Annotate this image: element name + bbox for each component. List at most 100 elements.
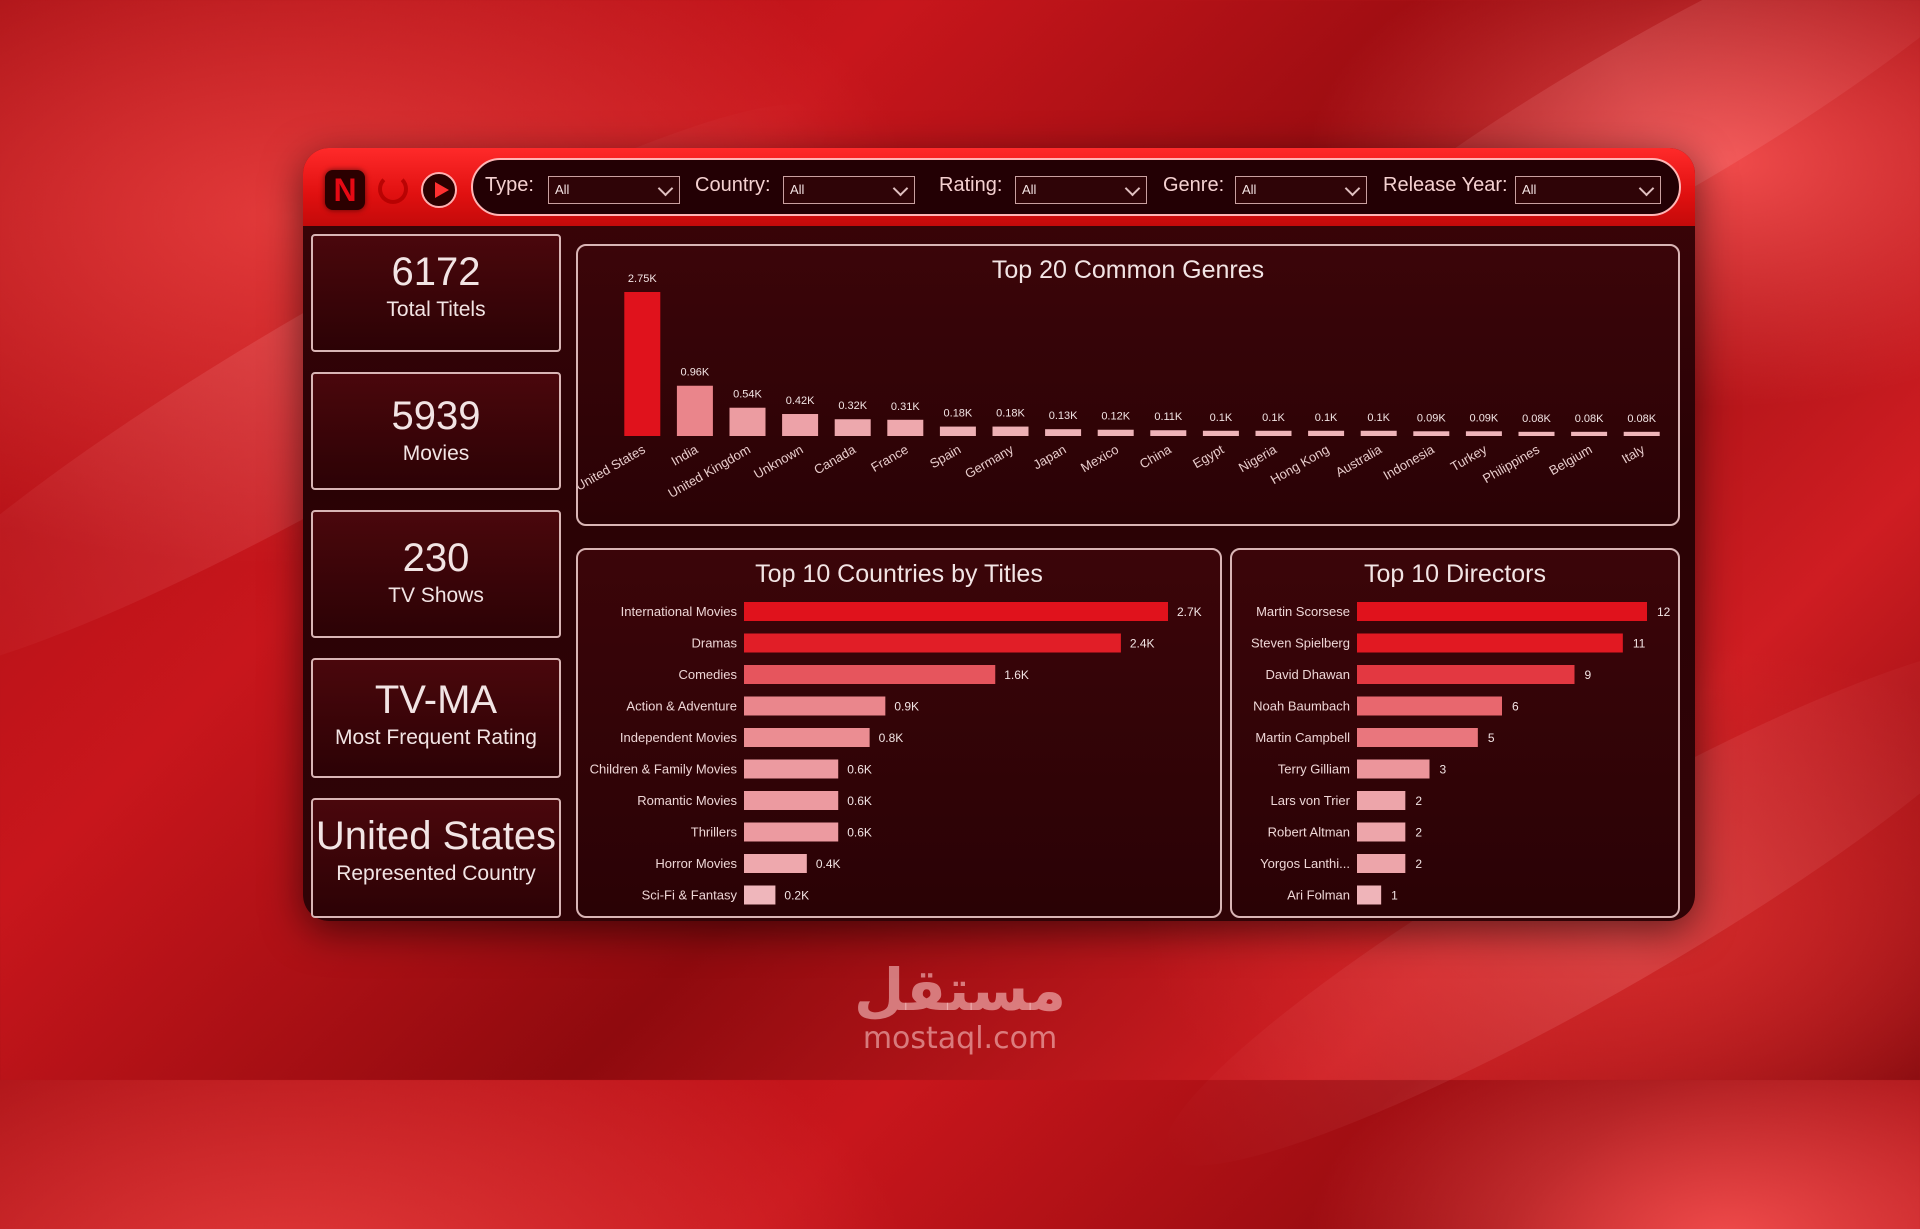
hbar-data-label: 0.8K <box>879 731 904 745</box>
genre-bar <box>992 426 1029 436</box>
genre-data-label: 0.1K <box>1210 412 1233 424</box>
filter-rating-value: All <box>1022 182 1037 197</box>
hbar-data-label: 12 <box>1657 605 1671 619</box>
genre-bar <box>1255 430 1292 436</box>
dashboard: N Type: All Country: All Rating: All Gen… <box>303 148 1695 921</box>
chevron-down-icon <box>1638 180 1655 197</box>
genre-data-label: 0.18K <box>996 408 1025 420</box>
genre-bar <box>1571 431 1608 436</box>
hbar <box>744 822 839 842</box>
genre-bar <box>1360 430 1397 436</box>
kpi-card-tv-shows: 230 TV Shows <box>311 510 561 638</box>
refresh-icon[interactable] <box>378 174 408 204</box>
chart-title: Top 10 Directors <box>1363 560 1547 588</box>
filter-type-select[interactable]: All <box>548 176 680 204</box>
filter-country-value: All <box>790 182 805 197</box>
filter-release-year-select[interactable]: All <box>1515 176 1661 204</box>
hbar <box>744 885 776 905</box>
hbar <box>1357 759 1430 779</box>
kpi-value: United States <box>315 814 557 858</box>
genre-data-label: 0.08K <box>1627 413 1656 425</box>
filter-genre-select[interactable]: All <box>1235 176 1367 204</box>
hbar-data-label: 3 <box>1440 763 1447 777</box>
hbar-data-label: 5 <box>1488 731 1495 745</box>
hbar-data-label: 0.4K <box>816 857 841 871</box>
hbar-data-label: 0.9K <box>894 700 919 714</box>
hbar-category-label: Lars von Trier <box>1271 793 1351 808</box>
genre-tick-label: Hong Kong <box>1268 442 1332 488</box>
genre-tick-label: United States <box>578 441 648 493</box>
genre-data-label: 0.1K <box>1367 412 1390 424</box>
chevron-down-icon <box>892 180 909 197</box>
hbar-data-label: 2.4K <box>1130 637 1155 651</box>
genre-tick-label: Canada <box>811 441 859 477</box>
countries-bar-chart: International Movies 2.7K Dramas 2.4K Comedi… <box>590 602 1202 905</box>
genre-data-label: 0.96K <box>681 367 710 379</box>
hbar <box>744 696 886 716</box>
hbar <box>744 728 870 747</box>
kpi-label: Movies <box>402 442 470 465</box>
hbar-category-label: International Movies <box>621 604 738 619</box>
genre-tick-label: Unknown <box>751 442 805 482</box>
genre-tick-label: Australia <box>1333 441 1385 480</box>
hbar <box>1357 885 1382 905</box>
hbar <box>1357 822 1406 842</box>
netflix-logo: N <box>325 170 365 210</box>
play-icon[interactable] <box>421 172 457 208</box>
genre-data-label: 0.1K <box>1315 412 1338 424</box>
genres-chart-panel: Top 20 Common Genres 2.75K United States 0… <box>576 244 1680 526</box>
genre-bar <box>1465 431 1502 436</box>
genre-bar <box>1045 429 1082 436</box>
genre-bar <box>1518 431 1555 436</box>
genre-data-label: 0.08K <box>1522 413 1551 425</box>
hbar-data-label: 11 <box>1633 637 1646 651</box>
hbar-category-label: Independent Movies <box>620 730 738 745</box>
hbar <box>1357 633 1623 653</box>
genre-tick-label: Spain <box>927 442 963 472</box>
hbar-category-label: Horror Movies <box>655 856 737 871</box>
genre-tick-label: Egypt <box>1190 441 1227 471</box>
chevron-down-icon <box>1344 180 1361 197</box>
kpi-card-most-frequent-rating: TV-MA Most Frequent Rating <box>311 658 561 778</box>
hbar <box>1357 665 1575 684</box>
filter-country-select[interactable]: All <box>783 176 915 204</box>
hbar-category-label: Robert Altman <box>1268 825 1350 840</box>
genre-tick-label: Germany <box>962 441 1016 481</box>
hbar <box>744 665 996 684</box>
filter-genre-label: Genre: <box>1163 174 1225 196</box>
kpi-value: 5939 <box>391 394 481 438</box>
hbar-data-label: 1 <box>1391 889 1398 903</box>
hbar-category-label: Noah Baumbach <box>1253 699 1350 714</box>
kpi-value: 230 <box>402 536 470 580</box>
genre-tick-label: China <box>1137 441 1175 471</box>
filter-release-year-label: Release Year: <box>1383 174 1508 196</box>
kpi-value: 6172 <box>391 250 481 294</box>
hbar-data-label: 9 <box>1585 668 1592 682</box>
hbar <box>744 791 839 810</box>
hbar-data-label: 0.6K <box>847 794 872 808</box>
chart-title: Top 10 Countries by Titles <box>755 560 1043 588</box>
genre-bar <box>1202 430 1239 436</box>
genre-data-label: 0.11K <box>1154 411 1183 423</box>
filter-genre-value: All <box>1242 182 1257 197</box>
genre-bar <box>834 419 871 436</box>
hbar-category-label: Sci-Fi & Fantasy <box>642 888 738 903</box>
genre-bar <box>939 426 976 436</box>
genre-data-label: 0.13K <box>1049 410 1078 422</box>
genre-bar <box>729 407 766 436</box>
top-bar: N Type: All Country: All Rating: All Gen… <box>303 148 1695 226</box>
genre-tick-label: Indonesia <box>1380 441 1437 483</box>
hbar-category-label: Terry Gilliam <box>1278 762 1350 777</box>
hbar-data-label: 2.7K <box>1177 605 1202 619</box>
genre-tick-label: France <box>868 442 911 475</box>
genre-bar <box>624 292 661 436</box>
hbar-data-label: 1.6K <box>1004 668 1029 682</box>
genre-data-label: 0.18K <box>944 408 973 420</box>
watermark-arabic: مستقل <box>853 956 1067 1024</box>
kpi-card-movies: 5939 Movies <box>311 372 561 490</box>
genre-bar <box>1097 429 1134 436</box>
filter-rating-select[interactable]: All <box>1015 176 1147 204</box>
filter-type-value: All <box>555 182 570 197</box>
